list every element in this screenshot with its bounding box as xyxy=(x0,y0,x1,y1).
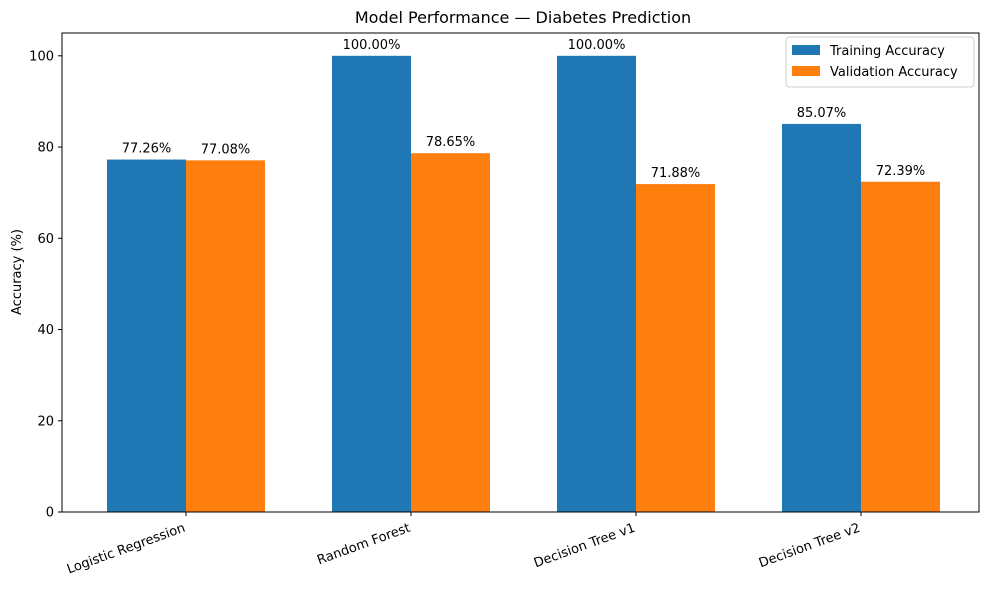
bar-training-3 xyxy=(782,123,861,512)
bar-validation-3 xyxy=(861,181,940,512)
bar-validation-0 xyxy=(186,160,265,512)
data-label-validation-1: 78.65% xyxy=(426,135,476,150)
plot-area-frame xyxy=(61,32,980,513)
legend-label-training: Training Accuracy xyxy=(829,44,945,59)
y-axis: 0 20 40 60 80 100 xyxy=(29,49,62,521)
x-tick-label-3: Decision Tree v2 xyxy=(757,521,862,572)
bar-training-0 xyxy=(107,159,186,512)
data-labels-layer: 77.26% 77.08% 100.00% 78.65% 100.00% 71.88% 85… xyxy=(122,38,926,181)
bar-validation-1 xyxy=(411,153,490,513)
chart-title: Model Performance — Diabetes Prediction xyxy=(355,8,691,27)
bar-validation-2 xyxy=(636,184,715,513)
y-tick-label-4: 80 xyxy=(37,141,54,156)
y-tick-label-2: 40 xyxy=(37,323,54,338)
bar-training-1 xyxy=(332,55,411,513)
data-label-training-1: 100.00% xyxy=(343,38,401,53)
x-tick-label-0: Logistic Regression xyxy=(65,521,187,578)
legend: Training Accuracy Validation Accuracy xyxy=(785,36,975,88)
x-tick-label-2: Decision Tree v1 xyxy=(532,521,637,572)
y-tick-label-5: 100 xyxy=(29,49,54,64)
legend-frame xyxy=(785,36,975,88)
bar-training-2 xyxy=(557,55,636,513)
y-axis-label: Accuracy (%) xyxy=(10,229,25,315)
bars-layer xyxy=(107,55,940,513)
x-axis: Logistic Regression Random Forest Decision… xyxy=(65,512,862,577)
data-label-training-0: 77.26% xyxy=(122,142,172,157)
legend-swatch-training xyxy=(792,45,820,55)
data-label-training-2: 100.00% xyxy=(568,38,626,53)
legend-label-validation: Validation Accuracy xyxy=(830,65,958,80)
data-label-validation-2: 71.88% xyxy=(651,166,701,181)
data-label-training-3: 85.07% xyxy=(797,106,847,121)
y-tick-label-1: 20 xyxy=(37,414,54,429)
data-label-validation-3: 72.39% xyxy=(876,164,926,179)
data-label-validation-0: 77.08% xyxy=(201,142,251,157)
x-tick-label-1: Random Forest xyxy=(315,521,412,569)
legend-swatch-validation xyxy=(792,66,820,76)
y-tick-label-3: 60 xyxy=(37,232,54,247)
y-tick-label-0: 0 xyxy=(46,506,54,521)
